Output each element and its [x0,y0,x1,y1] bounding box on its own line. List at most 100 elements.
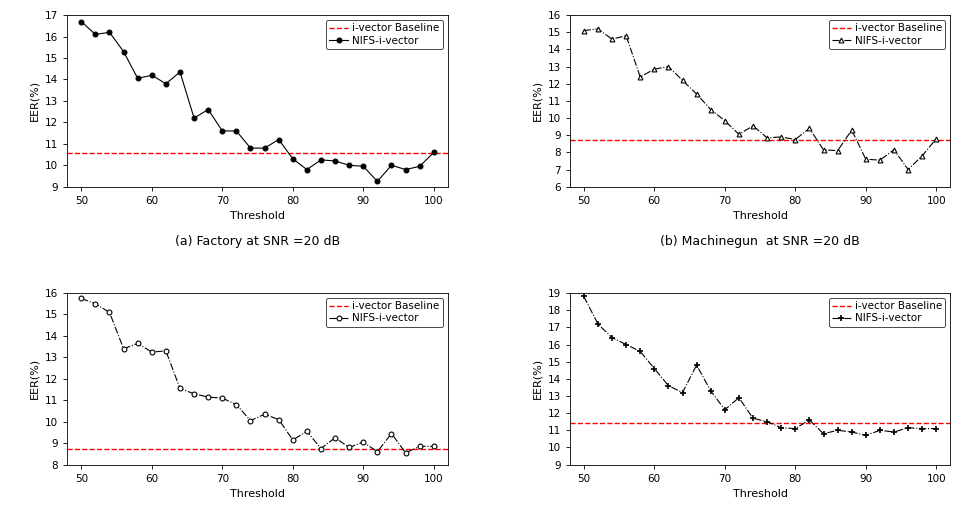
Legend: i-vector Baseline, NIFS-i-vector: i-vector Baseline, NIFS-i-vector [326,20,443,48]
NIFS-i-vector [662,383,674,389]
NIFS-i-vector [132,75,143,81]
X-axis label: Threshold: Threshold [732,489,787,499]
NIFS-i-vector [607,36,618,42]
Y-axis label: EER(%): EER(%) [532,80,541,122]
NIFS-i-vector [414,163,425,169]
NIFS-i-vector [620,33,632,39]
NIFS-i-vector [386,430,397,436]
Y-axis label: EER(%): EER(%) [30,80,39,122]
NIFS-i-vector [578,293,589,299]
NIFS-i-vector [818,431,829,437]
NIFS-i-vector [188,391,200,397]
NIFS-i-vector [875,427,886,433]
NIFS-i-vector [804,125,815,131]
NIFS-i-vector [76,19,87,25]
NIFS-i-vector [89,31,101,37]
NIFS-i-vector [705,107,716,113]
NIFS-i-vector [301,428,313,434]
NIFS-i-vector [217,128,228,134]
NIFS-i-vector [846,127,857,133]
NIFS-i-vector [902,167,914,173]
NIFS-i-vector [118,346,130,352]
NIFS-i-vector [832,147,844,154]
Line: NIFS-i-vector: NIFS-i-vector [581,293,940,439]
NIFS-i-vector [930,136,942,142]
NIFS-i-vector [174,385,185,391]
Text: (b) Machinegun  at SNR =20 dB: (b) Machinegun at SNR =20 dB [660,235,860,248]
NIFS-i-vector [188,115,200,121]
NIFS-i-vector [357,163,369,169]
NIFS-i-vector [357,439,369,445]
NIFS-i-vector [76,295,87,301]
NIFS-i-vector [592,321,604,327]
NIFS-i-vector [245,145,256,151]
NIFS-i-vector [132,340,143,346]
NIFS-i-vector [860,156,872,162]
NIFS-i-vector [89,301,101,307]
NIFS-i-vector [747,415,758,421]
NIFS-i-vector [399,450,411,456]
NIFS-i-vector [146,349,157,355]
Legend: i-vector Baseline, NIFS-i-vector: i-vector Baseline, NIFS-i-vector [828,20,946,48]
Line: NIFS-i-vector: NIFS-i-vector [582,26,939,172]
NIFS-i-vector [761,419,773,425]
Y-axis label: EER(%): EER(%) [532,358,541,399]
Legend: i-vector Baseline, NIFS-i-vector: i-vector Baseline, NIFS-i-vector [326,298,443,327]
NIFS-i-vector [649,366,660,372]
NIFS-i-vector [635,348,646,355]
NIFS-i-vector [414,443,425,449]
NIFS-i-vector [662,64,674,70]
NIFS-i-vector [917,153,928,159]
NIFS-i-vector [174,69,185,75]
NIFS-i-vector [677,77,688,83]
NIFS-i-vector [719,118,731,124]
NIFS-i-vector [386,162,397,168]
NIFS-i-vector [203,107,214,113]
NIFS-i-vector [860,432,872,438]
NIFS-i-vector [691,91,703,97]
NIFS-i-vector [104,310,115,316]
Legend: i-vector Baseline, NIFS-i-vector: i-vector Baseline, NIFS-i-vector [828,298,946,327]
NIFS-i-vector [930,426,942,432]
NIFS-i-vector [649,66,660,72]
NIFS-i-vector [203,394,214,400]
NIFS-i-vector [372,449,383,455]
NIFS-i-vector [691,362,703,368]
i-vector Baseline [232,136,244,142]
i-vector Baseline [232,420,244,426]
NIFS-i-vector [104,29,115,35]
NIFS-i-vector [607,335,618,341]
NIFS-i-vector [273,417,284,423]
NIFS-i-vector [875,157,886,163]
NIFS-i-vector [372,178,383,184]
NIFS-i-vector [776,425,787,431]
NIFS-i-vector [592,26,604,32]
NIFS-i-vector [789,136,801,142]
NIFS-i-vector [747,123,758,129]
NIFS-i-vector [315,157,326,163]
NIFS-i-vector [259,145,271,151]
i-vector Baseline [226,420,237,426]
NIFS-i-vector [428,443,440,449]
NIFS-i-vector [273,136,284,142]
NIFS-i-vector [789,426,801,432]
NIFS-i-vector [917,426,928,432]
X-axis label: Threshold: Threshold [230,211,285,221]
NIFS-i-vector [146,72,157,78]
Line: NIFS-i-vector: NIFS-i-vector [79,296,436,455]
X-axis label: Threshold: Threshold [732,211,787,221]
NIFS-i-vector [818,147,829,153]
X-axis label: Threshold: Threshold [230,489,285,499]
NIFS-i-vector [705,388,716,394]
NIFS-i-vector [888,429,900,435]
NIFS-i-vector [399,167,411,173]
NIFS-i-vector [344,162,355,168]
NIFS-i-vector [428,149,440,156]
NIFS-i-vector [578,28,589,34]
NIFS-i-vector [245,418,256,424]
NIFS-i-vector [635,74,646,80]
NIFS-i-vector [620,341,632,347]
NIFS-i-vector [776,134,787,140]
NIFS-i-vector [832,427,844,433]
NIFS-i-vector [846,429,857,435]
